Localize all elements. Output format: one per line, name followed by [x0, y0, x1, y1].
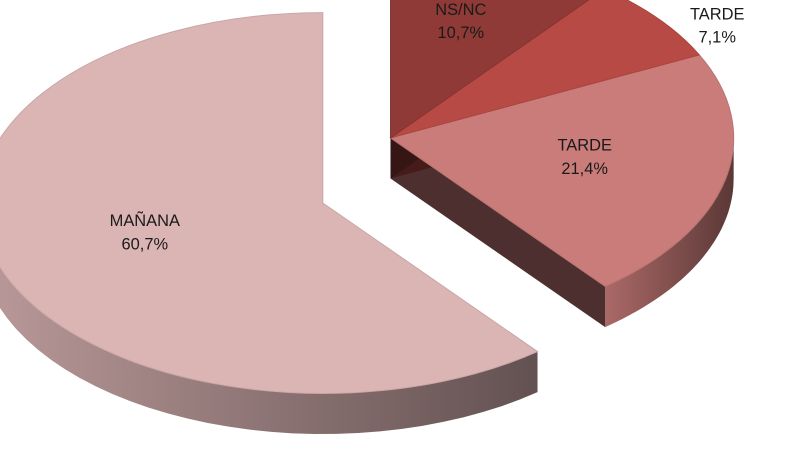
slice-3-top — [390, 0, 590, 139]
slice-1-cut-0 — [390, 137, 606, 328]
slice-3-label-line: NS/NC — [435, 1, 486, 19]
slice-0-side — [0, 267, 538, 435]
slice-0-label: MAÑANA 60,7% — [110, 210, 180, 253]
slice-2-label-line: TARDE — [690, 5, 744, 23]
slice-0-top — [0, 12, 539, 394]
slice-1-label-line: TARDE — [557, 137, 611, 155]
slice-3-label: NS/NC 10,7% — [435, 1, 486, 42]
slice-1-label-line: 21,4% — [561, 160, 608, 178]
slice-1-side — [605, 137, 734, 328]
slice-0-label-line: 60,7% — [122, 235, 169, 253]
slice-2-label: MAÑANA OTARDE7,1% — [674, 0, 761, 47]
slice-2-top — [390, 0, 701, 139]
slice-0-label-line: MAÑANA — [110, 210, 180, 230]
pie-tops — [0, 0, 735, 394]
slice-2-label-line: 7,1% — [698, 29, 736, 47]
slice-1-top — [389, 54, 735, 288]
slice-1-label: TARDE 21,4% — [557, 137, 611, 178]
slice-3-label-line: 10,7% — [437, 24, 484, 42]
